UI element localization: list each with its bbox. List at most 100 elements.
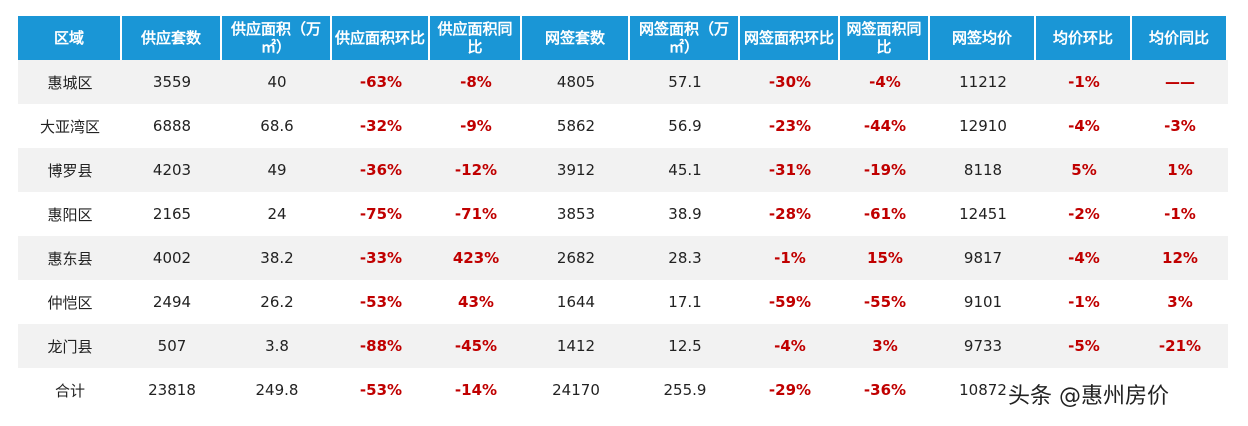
table-cell: 3559 [122,60,222,104]
table-cell: -4% [1036,236,1132,280]
header-cell: 网签面积环比 [740,16,840,60]
table-cell: -2% [1068,205,1100,223]
table-cell: 4805 [522,60,630,104]
table-cell: 255.9 [663,381,707,399]
table-cell: -12% [430,148,522,192]
table-cell: -4% [740,324,840,368]
table-cell: -45% [430,324,522,368]
table-cell: 68.6 [260,117,294,135]
table-cell: 惠城区 [18,60,122,104]
table-cell: -3% [1164,117,1196,135]
table-cell: 507 [122,324,222,368]
table-cell: -4% [1068,117,1100,135]
table-cell: -31% [740,148,840,192]
table-cell: —— [1132,60,1228,104]
table-cell: -8% [430,60,522,104]
table-cell: 2165 [152,205,192,223]
header-cell: 网签面积（万㎡） [630,16,740,60]
table-cell: -53% [359,293,403,311]
table-cell: 56.9 [668,117,702,135]
table-cell: 惠东县 [18,236,122,280]
table-cell: 12.5 [630,324,740,368]
table-cell: -1% [1036,60,1132,104]
table-cell: 仲恺区 [47,293,93,312]
table-cell: 1% [1132,148,1228,192]
table-wrap: 区域 供应套数 供应面积（万㎡） 供应面积环比 供应面积同比 网签套数 网签面积（万㎡） 网签… [18,16,1228,412]
header-cell: 网签均价 [930,16,1036,60]
table-cell: 38.9 [668,205,702,223]
header-cell: 供应面积环比 [332,16,430,60]
table-cell: 4203 [122,148,222,192]
table-cell: -1% [740,236,840,280]
header-cell: 均价同比 [1132,16,1228,60]
table-cell: 40 [222,60,332,104]
table-cell: 3% [1167,293,1193,311]
table-cell: 9101 [963,293,1003,311]
header-cell: 供应面积（万㎡） [222,16,332,60]
table-cell: -75% [359,205,403,223]
header-cell: 网签面积同比 [840,16,930,60]
table-cell: -28% [768,205,812,223]
table-cell: -23% [768,117,812,135]
table-cell: -33% [332,236,430,280]
table-cell: -61% [863,205,907,223]
table-cell: 24 [267,205,287,223]
table-cell: -71% [454,205,498,223]
table-row: 惠东县 4002 38.2 -33% 423% 2682 28.3 -1% 15% 9817 -4%… [18,236,1228,280]
table-cell: -63% [332,60,430,104]
table-row: 仲恺区 2494 26.2 -53% 43% 1644 17.1 -59% -55% 9101 -1… [18,280,1228,324]
table-cell: -5% [1036,324,1132,368]
table-cell: 3853 [556,205,596,223]
table-cell: 10872 [959,381,1007,399]
table-cell: 2682 [522,236,630,280]
table-cell: 24170 [552,381,600,399]
table-cell: -36% [863,381,907,399]
table-cell: 1644 [556,293,596,311]
table-cell: -30% [740,60,840,104]
table-cell: -59% [768,293,812,311]
table-cell: -14% [454,381,498,399]
table-cell: 15% [840,236,930,280]
table-cell: 249.8 [255,381,299,399]
table-cell: -1% [1164,205,1196,223]
table-cell: -44% [863,117,907,135]
table-row: 博罗县 4203 49 -36% -12% 3912 45.1 -31% -19% 8118 5% 1… [18,148,1228,192]
table-cell: -9% [460,117,492,135]
table-cell: 12910 [959,117,1007,135]
table-body: 惠城区 3559 40 -63% -8% 4805 57.1 -30% -4% 11212 -1% —… [18,60,1228,412]
table-cell: -55% [863,293,907,311]
table-row: 合计 23818 249.8 -53% -14% 24170 255.9 -29% -36% 10… [18,368,1228,412]
table-cell: 57.1 [630,60,740,104]
header-cell: 均价环比 [1036,16,1132,60]
table-row: 龙门县 507 3.8 -88% -45% 1412 12.5 -4% 3% 9733 -5% -21… [18,324,1228,368]
table-cell: 12% [1132,236,1228,280]
table-cell: 5862 [556,117,596,135]
table-cell: 26.2 [260,293,294,311]
table-cell: 45.1 [630,148,740,192]
table-row: 大亚湾区 6888 68.6 -32% -9% 5862 56.9 -23% -44% 12910… [18,104,1228,148]
table-cell: -88% [332,324,430,368]
table-cell: 28.3 [630,236,740,280]
table-cell: 9817 [930,236,1036,280]
table-cell: 11212 [930,60,1036,104]
table-cell: 5% [1036,148,1132,192]
table-cell: 17.1 [668,293,702,311]
table-row: 惠阳区 2165 24 -75% -71% 3853 38.9 -28% -61% 12451 -2… [18,192,1228,236]
table-cell: 3% [840,324,930,368]
table-cell: 2494 [152,293,192,311]
table-cell: -36% [332,148,430,192]
table-cell: 423% [430,236,522,280]
table-cell: 9733 [930,324,1036,368]
table-cell: 43% [458,293,494,311]
table-cell: 博罗县 [18,148,122,192]
header-cell: 网签套数 [522,16,630,60]
table-cell: -53% [359,381,403,399]
table-cell: 38.2 [222,236,332,280]
table-cell: 龙门县 [18,324,122,368]
table-cell: 合计 [54,381,85,400]
table-cell: 12451 [959,205,1007,223]
table: 区域 供应套数 供应面积（万㎡） 供应面积环比 供应面积同比 网签套数 网签面积（万㎡） 网签… [18,16,1228,412]
table-cell: 49 [222,148,332,192]
table-cell: -1% [1068,293,1100,311]
